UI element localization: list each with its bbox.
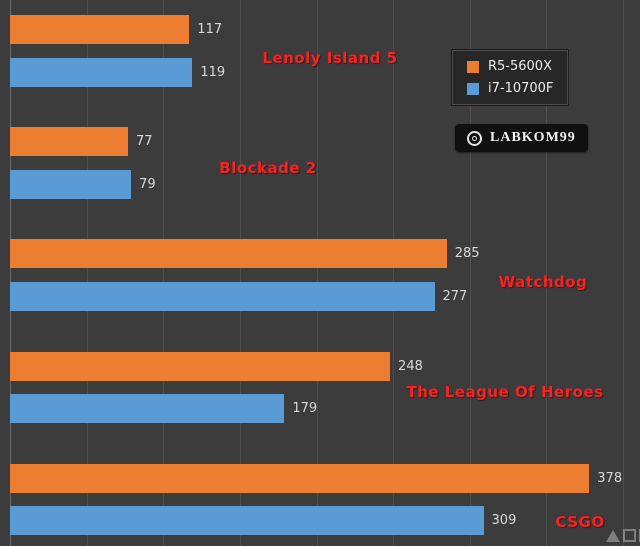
legend-item: R5-5600X [467, 59, 553, 74]
legend-label: i7-10700F [488, 81, 554, 96]
legend-item: i7-10700F [467, 81, 553, 96]
gridline [163, 0, 165, 546]
y-axis-line [10, 0, 11, 546]
value-label: 277 [442, 288, 468, 304]
gridline [393, 0, 395, 546]
bar-i7-10700f-lenoly-island-5 [10, 57, 193, 87]
value-label: 79 [139, 176, 156, 192]
category-label: Watchdog [498, 273, 588, 291]
bar-r5-5600x-the-league-of-heroes [10, 351, 391, 381]
bar-r5-5600x-blockade-2 [10, 127, 128, 157]
legend-label: R5-5600X [488, 59, 552, 74]
gridline [239, 0, 241, 546]
category-label: The League Of Heroes [406, 383, 604, 401]
gridline [469, 0, 471, 546]
category-label: Blockade 2 [219, 159, 317, 177]
legend: R5-5600X i7-10700F [452, 50, 569, 105]
gridline [316, 0, 318, 546]
triangle-icon [606, 529, 620, 542]
gridline [623, 0, 624, 546]
badge-label: LABKOM99 [490, 130, 576, 145]
legend-swatch-icon [467, 60, 479, 73]
value-label: 378 [597, 470, 623, 486]
bar-i7-10700f-watchdog [10, 281, 435, 311]
value-label: 77 [136, 134, 153, 150]
bar-i7-10700f-the-league-of-heroes [10, 394, 285, 424]
bar-r5-5600x-watchdog [10, 239, 447, 269]
lens-inner-icon [472, 135, 477, 141]
bar-r5-5600x-lenoly-island-5 [10, 15, 190, 44]
gridline [546, 0, 548, 546]
category-label: Lenoly Island 5 [262, 49, 398, 67]
value-label: 285 [454, 246, 480, 262]
bar-i7-10700f-blockade-2 [10, 169, 132, 199]
gridline [86, 0, 88, 546]
bar-i7-10700f-csgo [10, 506, 484, 536]
value-label: 119 [200, 64, 226, 80]
bar-r5-5600x-csgo [10, 463, 590, 493]
video-watermark-icon [606, 529, 640, 542]
glyph-block-icon [623, 529, 636, 542]
lens-icon [467, 130, 482, 146]
value-label: 179 [292, 401, 318, 417]
labkom99-badge: LABKOM99 [455, 124, 588, 152]
value-label: 309 [491, 513, 517, 529]
category-label: CSGO [555, 513, 605, 531]
legend-swatch-icon [467, 82, 479, 95]
value-label: 248 [398, 358, 423, 374]
value-label: 117 [197, 22, 223, 37]
